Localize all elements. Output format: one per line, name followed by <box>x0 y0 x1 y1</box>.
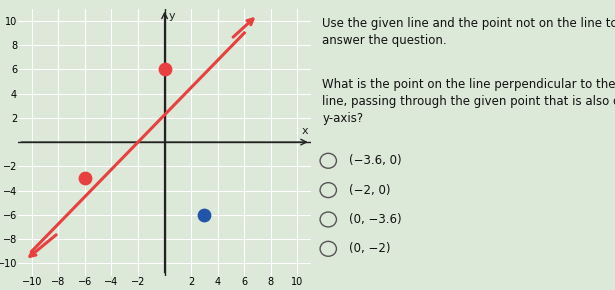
Text: (0, −3.6): (0, −3.6) <box>349 213 402 226</box>
Text: (−2, 0): (−2, 0) <box>349 184 391 197</box>
Text: What is the point on the line perpendicular to the given
line, passing through t: What is the point on the line perpendicu… <box>322 78 615 125</box>
Text: (−3.6, 0): (−3.6, 0) <box>349 154 402 167</box>
Point <box>80 176 90 181</box>
Text: y: y <box>169 11 175 21</box>
Text: (0, −2): (0, −2) <box>349 242 391 255</box>
Point <box>160 67 170 72</box>
Text: x: x <box>301 126 308 136</box>
Text: Use the given line and the point not on the line to
answer the question.: Use the given line and the point not on … <box>322 17 615 47</box>
Point <box>199 213 209 217</box>
